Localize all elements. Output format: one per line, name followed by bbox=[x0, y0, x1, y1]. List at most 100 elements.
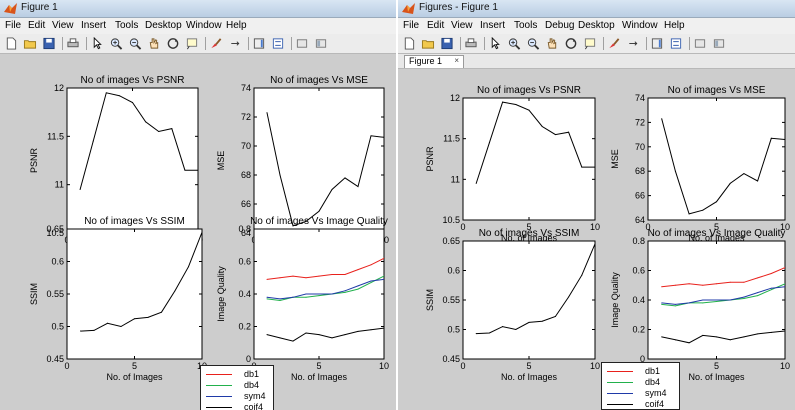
y-tick-label: 0.6 bbox=[632, 266, 645, 276]
data-point bbox=[161, 311, 162, 313]
menu-edit[interactable]: Edit bbox=[427, 20, 445, 31]
menu-desktop[interactable]: Desktop bbox=[145, 20, 182, 31]
brush-icon[interactable] bbox=[209, 37, 223, 50]
series-line-series-1 bbox=[476, 243, 595, 335]
zoom-in-icon[interactable] bbox=[109, 37, 123, 50]
series-line-sym4 bbox=[661, 286, 785, 305]
menu-edit[interactable]: Edit bbox=[28, 20, 46, 31]
data-cursor-icon[interactable] bbox=[583, 37, 597, 50]
legend-swatch bbox=[206, 374, 232, 375]
y-tick-label: 66 bbox=[635, 191, 645, 201]
menu-file[interactable]: File bbox=[403, 20, 420, 31]
figure-canvas: No of images Vs PSNR 0 5 10 10.5 11 11.5 12 No. … bbox=[0, 54, 396, 410]
axes-4[interactable]: No of images Vs Image Quality051000.20.4… bbox=[216, 216, 389, 382]
axes-1[interactable]: No of images Vs PSNR051010.51111.512No. … bbox=[29, 75, 203, 256]
axes-3[interactable]: No of images Vs SSIM05100.450.50.550.60.… bbox=[29, 216, 207, 382]
data-point bbox=[475, 333, 477, 335]
axes-2[interactable]: No of images Vs MSE 0 5 10 64 66 68 70 72 74 No. o… bbox=[610, 85, 790, 243]
open-folder-icon[interactable] bbox=[421, 37, 435, 50]
tab-figure-1[interactable]: Figure 1 × bbox=[404, 55, 464, 68]
series-line-db1 bbox=[661, 267, 785, 288]
open-folder-icon[interactable] bbox=[23, 37, 37, 50]
menu-help[interactable]: Help bbox=[226, 20, 247, 31]
series-line-coif4 bbox=[266, 327, 384, 342]
pan-icon[interactable] bbox=[545, 37, 559, 50]
data-point bbox=[594, 166, 595, 168]
y-tick-label: 0.65 bbox=[46, 224, 64, 234]
link-icon[interactable] bbox=[228, 37, 242, 50]
show-plot-tools-icon[interactable] bbox=[712, 37, 726, 50]
new-file-icon[interactable] bbox=[4, 37, 18, 50]
colorbar-icon[interactable] bbox=[650, 37, 664, 50]
data-point bbox=[502, 326, 504, 328]
data-point bbox=[118, 95, 120, 97]
data-point bbox=[318, 293, 320, 295]
new-file-icon[interactable] bbox=[402, 37, 416, 50]
data-point bbox=[674, 284, 676, 286]
rotate-icon[interactable] bbox=[166, 37, 180, 50]
menu-insert[interactable]: Insert bbox=[480, 20, 506, 31]
hide-plot-tools-icon[interactable] bbox=[693, 37, 707, 50]
menu-window[interactable]: Window bbox=[186, 20, 222, 31]
zoom-out-icon[interactable] bbox=[526, 37, 540, 50]
axes-4[interactable]: No of images Vs Image Quality051000.20.4… bbox=[610, 228, 790, 382]
menu-tools[interactable]: Tools bbox=[115, 20, 139, 31]
legend[interactable]: db1 db4 sym4 coif4 bbox=[200, 365, 274, 410]
menu-file[interactable]: File bbox=[5, 20, 22, 31]
legend[interactable]: db1 db4 sym4 coif4 bbox=[601, 362, 680, 410]
menu-tools[interactable]: Tools bbox=[514, 20, 538, 31]
pan-icon[interactable] bbox=[147, 37, 161, 50]
data-point bbox=[105, 92, 107, 94]
data-point bbox=[184, 169, 186, 171]
print-icon[interactable] bbox=[464, 37, 478, 50]
hide-plot-tools-icon[interactable] bbox=[295, 37, 309, 50]
chart-title: No of images Vs PSNR bbox=[477, 85, 581, 96]
data-point bbox=[80, 330, 81, 332]
menu-desktop[interactable]: Desktop bbox=[578, 20, 615, 31]
save-icon[interactable] bbox=[42, 37, 56, 50]
data-point bbox=[716, 299, 717, 301]
save-icon[interactable] bbox=[440, 37, 454, 50]
pointer-icon[interactable] bbox=[488, 37, 502, 50]
pointer-icon[interactable] bbox=[90, 37, 104, 50]
menu-view[interactable]: View bbox=[52, 20, 74, 31]
colorbar-icon[interactable] bbox=[252, 37, 266, 50]
data-point bbox=[266, 334, 268, 336]
data-point bbox=[174, 290, 176, 292]
data-point bbox=[661, 336, 663, 338]
toolbar-separator bbox=[62, 37, 63, 50]
menu-window[interactable]: Window bbox=[622, 20, 658, 31]
zoom-out-icon[interactable] bbox=[128, 37, 142, 50]
data-point bbox=[702, 302, 704, 304]
menu-debug[interactable]: Debug bbox=[545, 20, 575, 31]
print-icon[interactable] bbox=[66, 37, 80, 50]
data-point bbox=[729, 339, 731, 341]
show-plot-tools-icon[interactable] bbox=[314, 37, 328, 50]
data-point bbox=[120, 326, 122, 327]
legend-entry-coif4: coif4 bbox=[206, 402, 270, 410]
menu-help[interactable]: Help bbox=[664, 20, 685, 31]
brush-icon[interactable] bbox=[607, 37, 621, 50]
close-icon[interactable]: × bbox=[454, 56, 459, 65]
data-point bbox=[357, 285, 359, 287]
zoom-in-icon[interactable] bbox=[507, 37, 521, 50]
link-icon[interactable] bbox=[626, 37, 640, 50]
data-point bbox=[357, 288, 359, 290]
series-group bbox=[661, 118, 785, 215]
rotate-icon[interactable] bbox=[564, 37, 578, 50]
data-point bbox=[383, 275, 384, 277]
menu-insert[interactable]: Insert bbox=[81, 20, 107, 31]
data-cursor-icon[interactable] bbox=[185, 37, 199, 50]
data-point bbox=[357, 186, 359, 188]
menu-view[interactable]: View bbox=[451, 20, 473, 31]
legend-icon[interactable] bbox=[271, 37, 285, 50]
data-point bbox=[661, 118, 663, 120]
plot-box bbox=[647, 97, 786, 221]
y-tick-label: 72 bbox=[635, 117, 645, 127]
x-axis-label: No. of Images bbox=[688, 372, 745, 382]
legend-icon[interactable] bbox=[669, 37, 683, 50]
data-point bbox=[702, 284, 704, 286]
data-point bbox=[688, 302, 690, 304]
